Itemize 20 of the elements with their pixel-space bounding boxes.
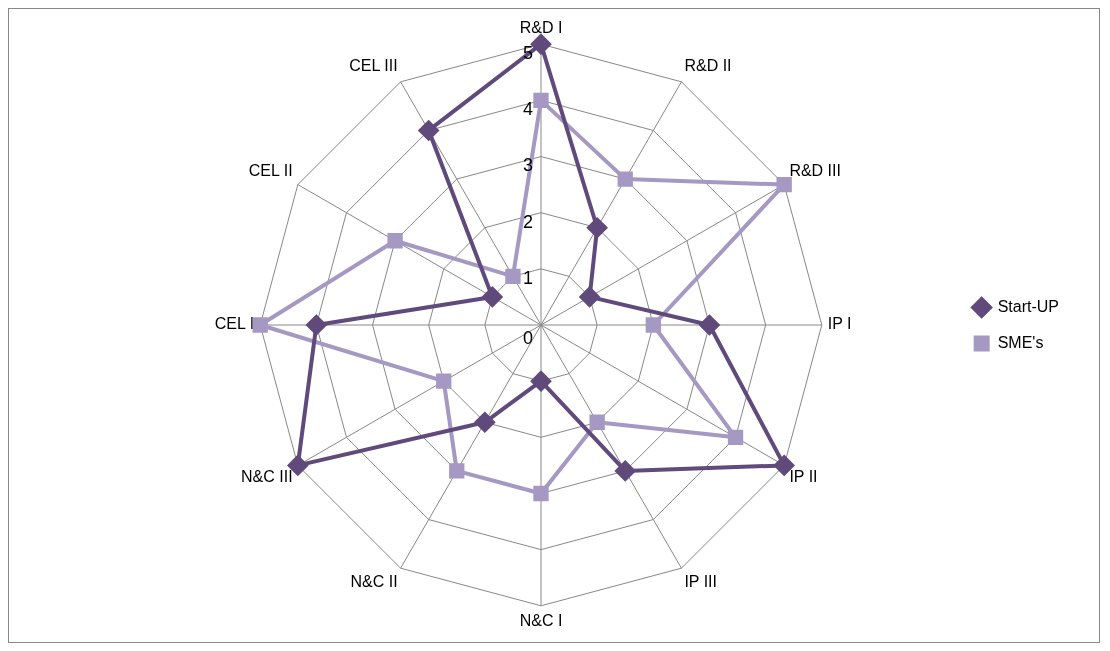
- y-tick-label: 4: [522, 99, 533, 120]
- spoke-label: N&C III: [241, 468, 293, 486]
- spoke-label: R&D II: [684, 57, 732, 75]
- spoke-label: IP III: [684, 573, 718, 591]
- spoke-label: CEL I: [214, 315, 255, 333]
- y-tick-label: 5: [522, 43, 533, 64]
- legend-label: SME's: [997, 333, 1044, 351]
- spoke-label: CEL II: [248, 162, 293, 180]
- y-tick-label: 3: [522, 155, 533, 176]
- y-tick-label: 1: [522, 267, 533, 288]
- spoke-label: IP I: [827, 315, 852, 333]
- y-tick-label: 2: [522, 211, 533, 232]
- y-tick-label: 0: [522, 327, 533, 348]
- spoke-label: R&D III: [789, 162, 841, 180]
- spoke-label: IP II: [789, 468, 818, 486]
- legend-label: Start-UP: [997, 297, 1059, 315]
- spoke-label: CEL III: [349, 57, 398, 75]
- spoke-label: N&C II: [350, 573, 398, 591]
- spoke-label: R&D I: [519, 19, 563, 37]
- spoke-label: N&C I: [519, 611, 563, 629]
